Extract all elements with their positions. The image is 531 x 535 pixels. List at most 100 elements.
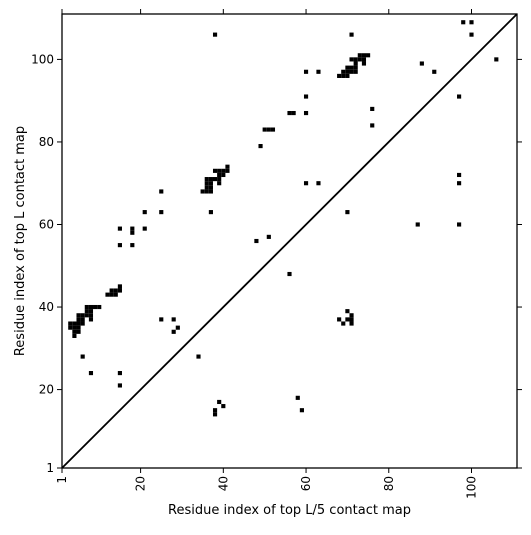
- contact-point: [159, 210, 164, 215]
- contact-point: [295, 395, 300, 400]
- contact-point: [208, 181, 213, 186]
- contact-point: [117, 226, 122, 231]
- contact-point: [117, 371, 122, 376]
- contact-point: [204, 185, 209, 190]
- contact-point: [130, 230, 135, 235]
- contact-point: [349, 65, 354, 70]
- y-tick-label: 40: [39, 300, 54, 314]
- contact-point: [457, 222, 462, 227]
- contact-point: [415, 222, 420, 227]
- contact-point: [130, 243, 135, 248]
- contact-point: [88, 313, 94, 318]
- contact-point: [117, 243, 122, 248]
- contact-point: [345, 73, 350, 78]
- contact-point: [88, 371, 94, 376]
- contact-point: [72, 321, 77, 326]
- contact-point: [109, 288, 114, 293]
- contact-point: [76, 321, 81, 326]
- y-tick-label: 20: [39, 383, 54, 397]
- contact-point: [88, 309, 94, 314]
- contact-point: [109, 292, 114, 297]
- contact-point: [84, 313, 89, 318]
- contact-point: [217, 399, 222, 405]
- contact-point: [370, 123, 375, 128]
- contact-point: [212, 408, 218, 413]
- contact-point: [175, 325, 180, 330]
- contact-point: [208, 185, 213, 190]
- contact-point: [68, 325, 73, 330]
- contact-point: [204, 181, 209, 186]
- y-tick-label: 60: [39, 217, 54, 231]
- contact-point: [349, 317, 354, 322]
- contact-point: [361, 57, 367, 62]
- contact-point: [370, 106, 375, 111]
- contact-point: [212, 412, 218, 417]
- contact-point: [349, 313, 354, 318]
- contact-point: [159, 189, 164, 194]
- y-axis-label: Residue index of top L contact map: [13, 126, 28, 356]
- contact-point: [76, 329, 81, 334]
- contact-point: [80, 317, 85, 322]
- contact-point: [303, 181, 309, 186]
- contact-point: [469, 20, 474, 25]
- contact-point: [345, 309, 350, 314]
- contact-point: [105, 292, 110, 297]
- contact-point: [353, 61, 358, 66]
- contact-point: [72, 325, 77, 330]
- contact-point: [299, 408, 304, 413]
- contact-point: [217, 168, 222, 173]
- contact-point: [84, 304, 89, 310]
- contact-point: [461, 20, 466, 25]
- contact-point: [291, 110, 296, 116]
- contact-point: [349, 321, 354, 326]
- contact-point: [353, 69, 358, 74]
- contact-point: [337, 73, 342, 78]
- contact-point: [117, 288, 122, 293]
- contact-point: [204, 189, 209, 194]
- contact-point: [345, 210, 350, 215]
- contact-point: [212, 168, 218, 173]
- contact-point: [494, 57, 499, 62]
- contact-point: [217, 172, 222, 178]
- contact-point: [76, 325, 81, 330]
- x-tick-label: 40: [216, 476, 230, 491]
- contact-point: [68, 321, 73, 326]
- contact-point: [345, 317, 350, 322]
- contact-point: [262, 127, 267, 132]
- contact-point: [117, 383, 122, 388]
- contact-point: [93, 304, 98, 310]
- contact-point: [254, 238, 259, 244]
- contact-point: [316, 69, 321, 74]
- contact-point: [361, 53, 367, 58]
- contact-point: [457, 172, 462, 178]
- diagonal-line: [61, 13, 518, 469]
- contact-point: [208, 177, 213, 182]
- contact-point: [457, 181, 462, 186]
- contact-point: [212, 32, 218, 37]
- contact-point: [457, 94, 462, 99]
- x-tick-label: 20: [134, 476, 148, 491]
- contact-point: [208, 210, 213, 215]
- contact-point: [212, 177, 218, 182]
- contact-point: [357, 53, 362, 58]
- contact-point: [217, 181, 222, 186]
- contact-point: [353, 65, 358, 70]
- contact-point: [171, 329, 176, 334]
- contact-point: [341, 69, 346, 74]
- y-tick-label: 80: [39, 135, 54, 149]
- contact-point: [208, 189, 213, 194]
- contact-point: [88, 304, 94, 310]
- contact-point: [80, 354, 85, 359]
- contact-point: [171, 317, 176, 322]
- contact-point: [316, 181, 321, 186]
- contact-point: [270, 127, 276, 132]
- contact-point: [349, 57, 354, 62]
- contact-point: [432, 69, 437, 74]
- contact-point: [113, 288, 118, 293]
- contact-point: [200, 189, 205, 194]
- contact-point: [142, 210, 147, 215]
- x-tick-label: 1: [55, 476, 69, 484]
- contact-point: [84, 309, 89, 314]
- contact-point: [287, 110, 292, 116]
- contact-point: [72, 333, 77, 338]
